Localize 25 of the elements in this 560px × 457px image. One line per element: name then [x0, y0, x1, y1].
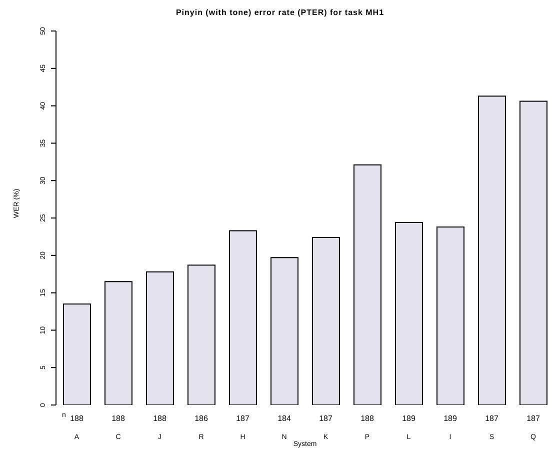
bar: [228, 230, 257, 405]
bar: [187, 264, 216, 405]
bar: [478, 96, 506, 405]
text: 187: [236, 414, 250, 423]
text: 184: [278, 414, 292, 423]
bar: [436, 226, 464, 405]
bar: [146, 271, 174, 405]
chart-title: Pinyin (with tone) error rate (PTER) for task MH1: [174, 8, 386, 17]
text: 188: [153, 414, 167, 423]
text: 187: [526, 414, 540, 423]
bar: [270, 257, 298, 405]
text: 186: [194, 414, 208, 423]
text: 189: [444, 414, 458, 423]
bar: [104, 281, 132, 405]
text: 188: [112, 414, 126, 423]
bar: [62, 304, 91, 405]
text: 188: [70, 414, 84, 423]
text: 188: [360, 414, 374, 423]
text: 187: [319, 414, 333, 423]
bar: [394, 222, 423, 405]
bar: [312, 236, 340, 405]
bar: [353, 164, 382, 405]
text: 189: [402, 414, 416, 423]
bar: [519, 100, 548, 405]
text: 187: [485, 414, 499, 423]
